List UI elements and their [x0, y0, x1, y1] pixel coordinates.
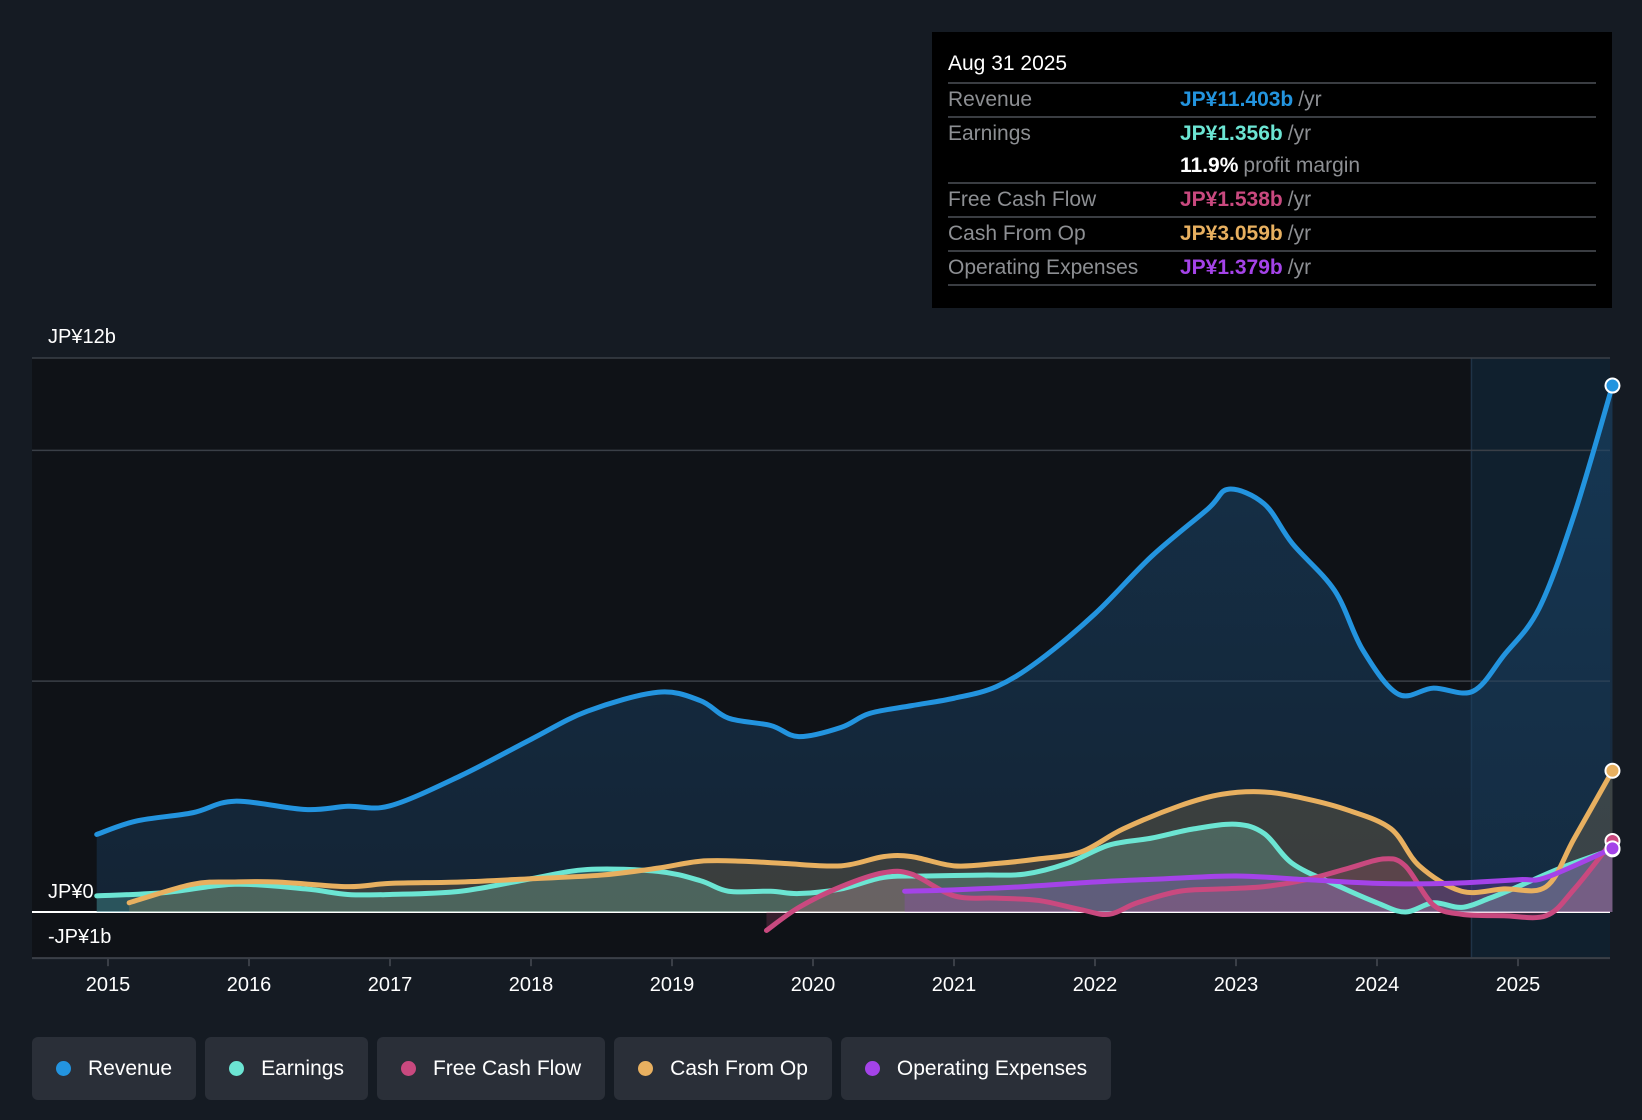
x-tick-label: 2021 — [932, 974, 977, 996]
legend-label: Free Cash Flow — [432, 1056, 582, 1080]
legend-dot-icon — [864, 1061, 880, 1076]
legend-item-free-cash-flow[interactable]: Free Cash Flow — [376, 1037, 606, 1100]
x-tick-label: 2025 — [1496, 974, 1541, 996]
legend-label: Operating Expenses — [896, 1056, 1088, 1080]
tooltip-row: Earnings JP¥1.356b/yr — [948, 118, 1596, 150]
x-tick-label: 2017 — [368, 974, 413, 996]
tooltip-value: 11.9% — [1180, 154, 1239, 177]
cash-from-op-end-marker — [1604, 762, 1621, 779]
tooltip-label: Cash From Op — [948, 222, 1086, 245]
x-tick-label: 2016 — [227, 974, 272, 996]
x-tick-label: 2024 — [1355, 974, 1400, 996]
legend: Revenue Earnings Free Cash Flow Cash From O… — [32, 1037, 1112, 1100]
operating-expenses-area — [904, 848, 1613, 912]
revenue-line — [94, 383, 1615, 837]
series-end-markers — [1604, 377, 1621, 858]
tooltip-row: Free Cash Flow JP¥1.538b/yr — [948, 184, 1596, 218]
x-tick-label: 2020 — [791, 974, 836, 996]
tooltip-row: Cash From Op JP¥3.059b/yr — [948, 218, 1596, 252]
legend-item-operating-expenses[interactable]: Operating Expenses — [840, 1037, 1112, 1100]
legend-dot-icon — [400, 1061, 416, 1076]
operating-expenses-line — [902, 845, 1615, 894]
tooltip-date: Aug 31 2025 — [948, 46, 1596, 84]
tooltip: Aug 31 2025 Revenue JP¥11.403b/yr Earnings… — [932, 32, 1612, 308]
tooltip-rows: Revenue JP¥11.403b/yr Earnings JP¥1.356b/yr… — [948, 84, 1596, 286]
tooltip-row: Revenue JP¥11.403b/yr — [948, 84, 1596, 118]
tooltip-label: Free Cash Flow — [948, 188, 1097, 211]
legend-label: Earnings — [261, 1056, 344, 1080]
tooltip-unit: /yr — [1287, 122, 1312, 145]
y-axis-label: JP¥0 — [48, 881, 94, 903]
tooltip-label: Operating Expenses — [948, 256, 1139, 279]
cash-from-op-line — [126, 768, 1615, 906]
tooltip-row: 11.9% profit margin — [948, 150, 1596, 184]
legend-label: Cash From Op — [670, 1056, 808, 1080]
tooltip-unit: /yr — [1298, 88, 1322, 111]
revenue-area — [96, 385, 1613, 912]
y-axis-label: -JP¥1b — [48, 926, 111, 948]
legend-dot-icon — [56, 1061, 71, 1076]
tooltip-label: Earnings — [948, 122, 1031, 145]
x-tick-label: 2018 — [509, 974, 554, 996]
earnings-line — [94, 821, 1615, 915]
legend-dot-icon — [229, 1061, 245, 1076]
x-axis: 2015 2016 2017 2018 2019 2020 2021 2022 2023 2024… — [32, 957, 1610, 996]
legend-dot-icon — [638, 1061, 654, 1076]
x-tick-label: 2015 — [86, 974, 131, 996]
x-tick-label: 2019 — [650, 974, 695, 996]
tooltip-value: JP¥3.059b — [1180, 222, 1283, 245]
tooltip-value: JP¥1.538b — [1180, 188, 1283, 211]
free-cash-flow-line — [763, 838, 1615, 933]
tooltip-unit: /yr — [1287, 188, 1312, 211]
tooltip-row: Operating Expenses JP¥1.379b/yr — [948, 252, 1596, 286]
series-lines — [94, 383, 1615, 933]
tooltip-value: JP¥1.356b — [1180, 122, 1283, 145]
tooltip-label — [948, 150, 1180, 182]
legend-item-revenue[interactable]: Revenue — [32, 1037, 197, 1100]
legend-item-earnings[interactable]: Earnings — [205, 1037, 368, 1100]
x-tick-label: 2022 — [1073, 974, 1118, 996]
tooltip-value: JP¥11.403b — [1180, 88, 1294, 111]
tooltip-unit: /yr — [1287, 222, 1312, 245]
x-tick-label: 2023 — [1214, 974, 1259, 996]
y-axis-label: JP¥12b — [48, 326, 116, 348]
legend-label: Revenue — [88, 1056, 173, 1080]
revenue-end-marker — [1604, 377, 1621, 394]
legend-item-cash-from-op[interactable]: Cash From Op — [614, 1037, 832, 1100]
tooltip-value: JP¥1.379b — [1180, 256, 1283, 279]
tooltip-label: Revenue — [948, 88, 1033, 111]
operating-expenses-end-marker — [1604, 840, 1621, 857]
tooltip-unit: /yr — [1287, 256, 1312, 279]
y-axis-labels: JP¥12b JP¥0 -JP¥1b — [48, 326, 116, 948]
tooltip-unit: profit margin — [1243, 154, 1361, 177]
